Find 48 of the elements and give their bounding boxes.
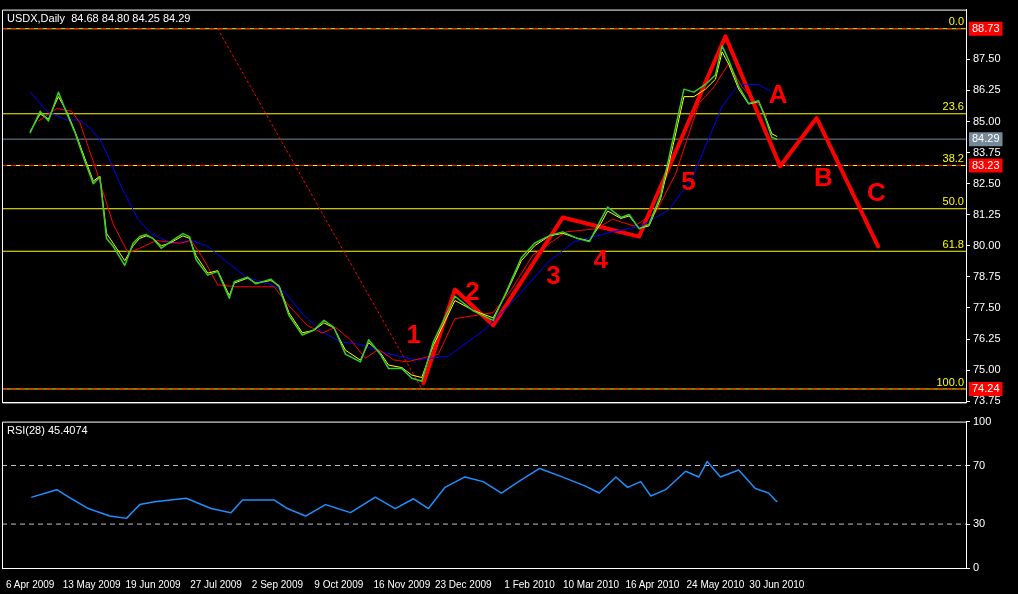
x-tick-label: 16 Apr 2010 — [625, 578, 680, 590]
y-tick-label: 0 — [973, 561, 980, 574]
annotation: 23.6 — [942, 100, 964, 113]
y-tick-label: 100 — [973, 414, 992, 427]
y-tick-label: 70 — [973, 458, 986, 471]
x-tick-label: 10 Mar 2010 — [562, 578, 620, 590]
chart-title: RSI(28) 45.4074 — [7, 424, 88, 437]
x-tick-label: 16 Nov 2009 — [373, 578, 431, 590]
y-tick-label: 80.00 — [973, 238, 1001, 251]
y-tick-label: 82.50 — [973, 176, 1001, 189]
annotation: 4 — [593, 244, 609, 275]
x-tick-label: 2 Sep 2009 — [251, 578, 304, 590]
y-tick-label: 87.50 — [973, 52, 1001, 65]
y-tick-label: 73.75 — [973, 394, 1001, 407]
x-tick-label: 13 May 2009 — [62, 578, 121, 590]
y-tick-label: 85.00 — [973, 114, 1001, 127]
annotation: C — [866, 177, 886, 208]
y-tick-label: 81.25 — [973, 207, 1001, 220]
annotation: 50.0 — [942, 195, 964, 208]
annotation: 1 — [406, 318, 421, 349]
y-tick-label: 86.25 — [973, 83, 1001, 96]
annotation: A — [768, 79, 788, 110]
annotation: 84.29 — [972, 132, 1000, 145]
x-tick-label: 9 Oct 2009 — [314, 578, 364, 590]
x-tick-label: 27 Jul 2009 — [190, 578, 243, 590]
annotation: 61.8 — [942, 237, 964, 250]
y-tick-label: 30 — [973, 517, 986, 530]
x-tick-label: 23 Dec 2009 — [434, 578, 493, 590]
y-tick-label: 75.00 — [973, 363, 1001, 376]
x-tick-label: 6 Apr 2009 — [6, 578, 55, 590]
annotation: 38.2 — [942, 152, 964, 165]
x-tick-label: 30 Jun 2010 — [749, 578, 805, 590]
annotation: 100.0 — [936, 375, 964, 388]
chart-title: USDX,Daily 84.68 84.80 84.25 84.29 — [7, 12, 191, 25]
annotation: 74.24 — [972, 382, 1000, 395]
y-tick-label: 76.25 — [973, 332, 1001, 345]
x-tick-label: 19 Jun 2009 — [125, 578, 181, 590]
annotation: 88.73 — [972, 21, 1000, 34]
y-tick-label: 77.50 — [973, 300, 1001, 313]
y-tick-label: 83.75 — [973, 145, 1001, 158]
annotation: 3 — [546, 259, 561, 290]
annotation: 0.0 — [948, 15, 964, 28]
annotation: 83.23 — [972, 158, 1000, 171]
x-tick-label: 24 May 2010 — [686, 578, 745, 590]
y-tick-label: 78.75 — [973, 269, 1001, 282]
annotation: 2 — [465, 275, 480, 306]
x-tick-label: 1 Feb 2010 — [504, 578, 556, 590]
annotation: B — [813, 161, 833, 192]
